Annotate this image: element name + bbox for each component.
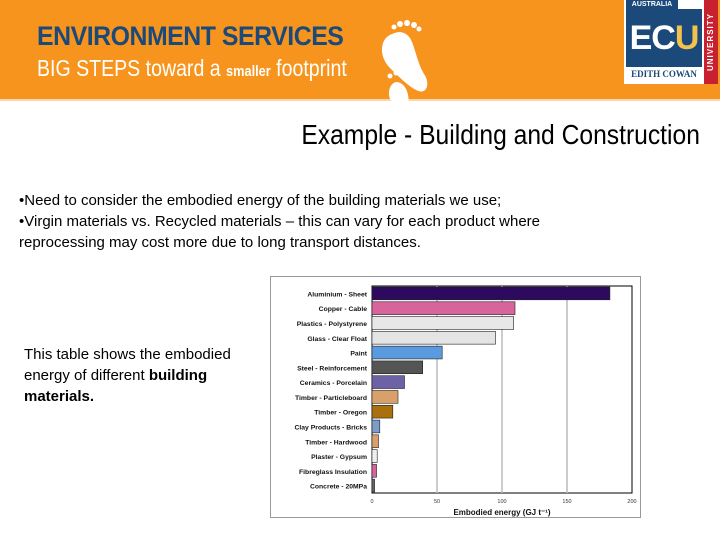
bar	[371, 301, 516, 315]
bar	[371, 316, 514, 330]
subtitle-part: BIG STEPS toward a	[37, 55, 227, 81]
logo-university: UNIVERSITY	[704, 0, 718, 84]
bar	[371, 419, 381, 434]
logo-country: AUSTRALIA	[626, 0, 678, 9]
logo-ec: EC	[629, 19, 676, 57]
bar	[371, 404, 394, 419]
logo-edith-cowan: EDITH COWAN	[631, 69, 697, 79]
banner-title: ENVIRONMENT SERVICES	[37, 21, 344, 51]
ecu-logo: AUSTRALIA ECU EDITH COWAN UNIVERSITY	[624, 0, 718, 84]
bar	[371, 375, 405, 389]
x-tick-label: 100	[497, 499, 506, 505]
bar	[371, 449, 378, 463]
x-tick-label: 200	[627, 499, 636, 505]
bullet-item: •Virgin materials vs. Recycled materials…	[19, 213, 541, 251]
category-label: Clay Products - Bricks	[294, 424, 367, 431]
category-label: Glass - Clear Float	[307, 336, 367, 343]
category-label: Copper - Cable	[319, 306, 368, 313]
bar	[371, 331, 496, 345]
bar	[371, 464, 377, 478]
banner-subtitle: BIG STEPS toward a smaller footprint	[37, 55, 347, 85]
bar	[371, 286, 611, 301]
chart-note: This table shows the embodied energy of …	[24, 344, 244, 407]
logo-u: U	[674, 19, 700, 57]
subtitle-part: footprint	[270, 55, 347, 81]
bar	[371, 390, 399, 404]
category-label: Concrete - 20MPa	[310, 484, 367, 491]
category-label: Steel - Reinforcement	[297, 365, 368, 372]
category-label: Timber - Particleboard	[295, 395, 367, 402]
category-label: Aluminium - Sheet	[307, 291, 367, 298]
category-label: Paint	[350, 351, 367, 358]
bar	[371, 478, 375, 493]
bullet-item: •Need to consider the embodied energy of…	[19, 192, 502, 209]
bar	[371, 434, 379, 448]
note-text: This table shows the embodied energy of …	[24, 346, 231, 384]
bar	[371, 345, 443, 360]
x-axis-label: Embodied energy (GJ t⁻¹)	[453, 508, 550, 517]
category-label: Plaster - Gypsum	[311, 454, 367, 461]
bullet-list: •Need to consider the embodied energy of…	[19, 190, 619, 253]
category-label: Ceramics - Porcelain	[300, 380, 367, 387]
category-label: Timber - Hardwood	[305, 439, 367, 446]
logo-ecu: ECU	[626, 9, 702, 67]
category-label: Plastics - Polystyrene	[297, 321, 367, 328]
slide-title: Example - Building and Construction	[301, 119, 700, 150]
x-tick-label: 50	[434, 499, 440, 505]
chart: 0 50 100 150 200 Aluminium - Sheet Copper - Ca…	[270, 276, 641, 518]
bar-chart: 0 50 100 150 200 Aluminium - Sheet Copper - Ca…	[294, 285, 637, 517]
category-label: Fibreglass Insulation	[299, 469, 367, 476]
x-tick-label: 150	[562, 499, 571, 505]
note-bold: building materials.	[24, 367, 208, 405]
header-banner: ENVIRONMENT SERVICES BIG STEPS toward a …	[0, 0, 720, 104]
footprints-icon	[381, 20, 428, 104]
category-label: Timber - Oregon	[314, 410, 367, 417]
x-tick-label: 0	[370, 499, 373, 505]
subtitle-small: smaller	[226, 63, 271, 80]
bar	[371, 360, 424, 375]
